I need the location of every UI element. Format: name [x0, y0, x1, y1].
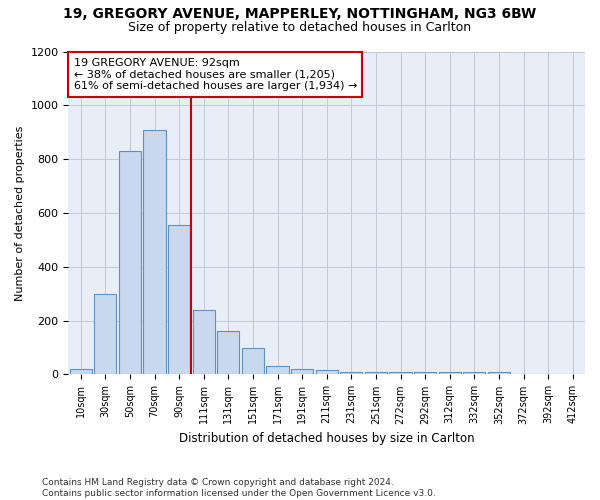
Bar: [488, 372, 510, 374]
Bar: [217, 330, 239, 374]
Bar: [193, 310, 215, 374]
Bar: [340, 372, 362, 374]
Bar: [365, 372, 387, 374]
Bar: [291, 369, 313, 374]
Y-axis label: Number of detached properties: Number of detached properties: [15, 126, 25, 300]
Bar: [389, 372, 412, 374]
Bar: [168, 225, 190, 374]
Text: 19 GREGORY AVENUE: 92sqm
← 38% of detached houses are smaller (1,205)
61% of sem: 19 GREGORY AVENUE: 92sqm ← 38% of detach…: [74, 58, 357, 91]
Text: Contains HM Land Registry data © Crown copyright and database right 2024.
Contai: Contains HM Land Registry data © Crown c…: [42, 478, 436, 498]
X-axis label: Distribution of detached houses by size in Carlton: Distribution of detached houses by size …: [179, 432, 475, 445]
Bar: [70, 369, 92, 374]
Bar: [316, 370, 338, 374]
Bar: [242, 348, 264, 374]
Bar: [143, 130, 166, 374]
Bar: [119, 151, 141, 374]
Bar: [414, 372, 436, 374]
Text: 19, GREGORY AVENUE, MAPPERLEY, NOTTINGHAM, NG3 6BW: 19, GREGORY AVENUE, MAPPERLEY, NOTTINGHA…: [64, 8, 536, 22]
Bar: [439, 372, 461, 374]
Bar: [94, 294, 116, 374]
Bar: [463, 372, 485, 374]
Text: Size of property relative to detached houses in Carlton: Size of property relative to detached ho…: [128, 21, 472, 34]
Bar: [266, 366, 289, 374]
